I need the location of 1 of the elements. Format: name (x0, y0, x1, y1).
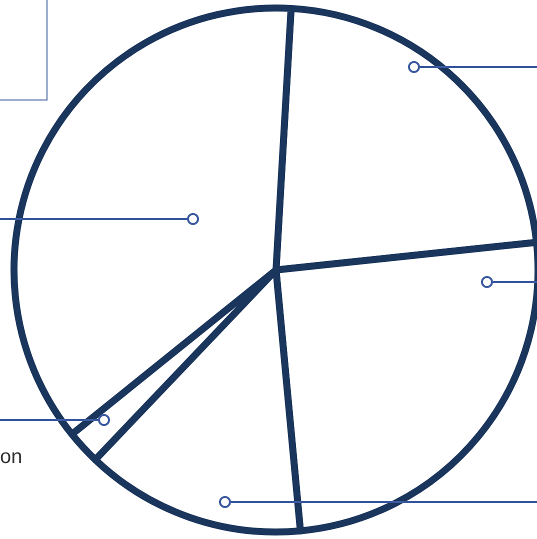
text: on (0, 446, 22, 469)
